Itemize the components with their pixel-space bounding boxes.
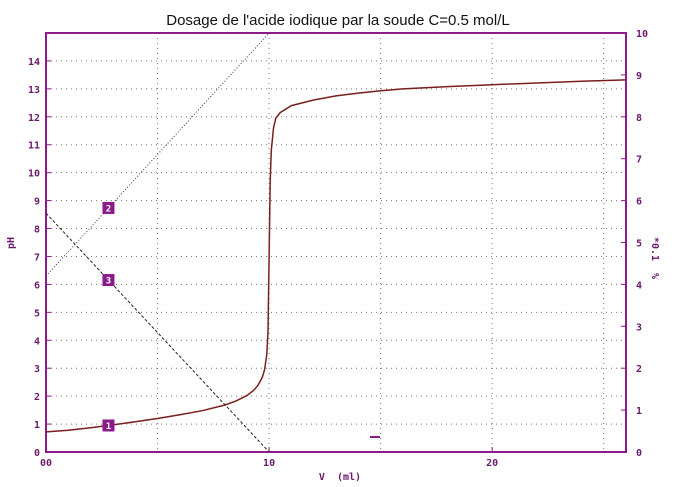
x-axis-ticks: 00 10 20 — [40, 447, 498, 469]
y-tick-label: 6 — [34, 280, 40, 291]
x-tick-label: 20 — [486, 458, 498, 469]
y-tick-label: 13 — [28, 85, 40, 96]
series-line-3 — [45, 212, 270, 453]
y2-tick-label: 1 — [636, 406, 642, 417]
y-tick-label: 2 — [34, 392, 40, 403]
y2-tick-label: 5 — [636, 239, 642, 250]
y2-tick-label: 6 — [636, 197, 642, 208]
y2-tick-label: 10 — [636, 29, 648, 40]
y2-tick-label: 8 — [636, 113, 642, 124]
y-tick-label: 7 — [34, 252, 40, 263]
y2-tick-label: 2 — [636, 364, 642, 375]
y-tick-label: 11 — [28, 141, 40, 152]
y-tick-label: 1 — [34, 420, 40, 431]
series-marker-2 — [102, 201, 115, 214]
series-markers: 1 2 3 — [102, 201, 115, 432]
y-tick-label: 14 — [28, 57, 40, 68]
y2-axis-label: *0.1 % — [649, 237, 660, 279]
y-tick-label: 9 — [34, 197, 40, 208]
y-tick-label: 12 — [28, 113, 40, 124]
y-tick-label: 8 — [34, 225, 40, 236]
series-marker-label: 2 — [106, 204, 111, 214]
series-line-1 — [45, 79, 627, 433]
y2-tick-label: 4 — [636, 280, 642, 291]
chart-title: Dosage de l'acide iodique par la soude C… — [166, 12, 510, 29]
series-marker-3 — [102, 274, 115, 287]
y-tick-label: 5 — [34, 308, 40, 319]
series-line-2 — [45, 32, 270, 277]
x-tick-label: 00 — [40, 458, 52, 469]
y2-tick-label: 7 — [636, 155, 642, 166]
x-tick-label: 10 — [263, 458, 275, 469]
y-tick-label: 3 — [34, 364, 40, 375]
y2-axis-ticks: 0 1 2 3 4 5 6 7 8 9 10 — [621, 29, 648, 459]
series-marker-label: 1 — [106, 422, 111, 432]
legend-mark — [370, 436, 380, 438]
y-tick-label: 0 — [34, 448, 40, 459]
y-axis-label: pH — [6, 237, 17, 249]
series-group — [45, 32, 627, 453]
y2-tick-label: 0 — [636, 448, 642, 459]
x-axis-label: V (ml) — [319, 472, 361, 483]
y-tick-label: 4 — [34, 336, 40, 347]
grid — [46, 33, 626, 452]
y2-tick-label: 9 — [636, 71, 642, 82]
y2-tick-label: 3 — [636, 322, 642, 333]
y-tick-label: 10 — [28, 169, 40, 180]
series-marker-label: 3 — [106, 277, 111, 287]
series-marker-1 — [102, 419, 115, 432]
